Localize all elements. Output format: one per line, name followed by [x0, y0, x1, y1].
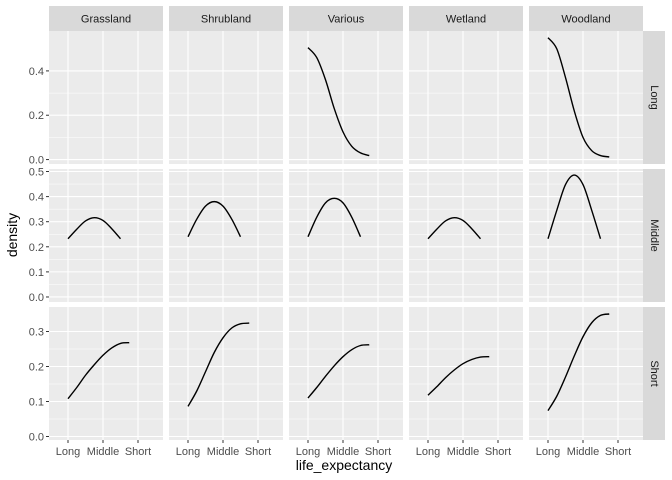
density-line-long-woodland: [547, 37, 610, 158]
panel-short-wetland: [409, 307, 523, 440]
panel-middle-woodland: [529, 169, 643, 302]
y-tick-label: 0.5: [29, 167, 44, 179]
density-line-middle-various: [307, 197, 362, 238]
panel-long-wetland: [409, 31, 523, 164]
panel-background: [289, 307, 403, 440]
x-tick-label: Short: [485, 446, 511, 458]
column-strip-various: [289, 6, 403, 31]
column-strip-label: Various: [328, 14, 365, 26]
row-strip-label: Middle: [648, 219, 660, 251]
y-tick-label: 0.2: [29, 362, 44, 374]
x-tick-label: Middle: [87, 446, 119, 458]
density-line-middle-grassland: [67, 216, 122, 240]
column-strip-grassland: [49, 6, 163, 31]
panel-long-woodland: [529, 31, 643, 164]
row-strip-long: [643, 31, 665, 164]
x-tick-label: Middle: [327, 446, 359, 458]
panel-background: [49, 31, 163, 164]
panel-background: [169, 307, 283, 440]
panel-middle-various: [289, 169, 403, 302]
panel-background: [289, 31, 403, 164]
panel-middle-wetland: [409, 169, 523, 302]
y-tick-label: 0.4: [29, 66, 44, 78]
panel-background: [409, 169, 523, 302]
x-tick-label: Short: [125, 446, 151, 458]
y-axis-title: density: [4, 213, 20, 257]
x-tick-label: Long: [296, 446, 320, 458]
x-tick-label: Long: [56, 446, 80, 458]
density-line-short-various: [307, 344, 370, 399]
panel-background: [169, 169, 283, 302]
panel-background: [49, 169, 163, 302]
panel-long-shrubland: [169, 31, 283, 164]
panel-background: [409, 307, 523, 440]
panel-middle-shrubland: [169, 169, 283, 302]
panels-layer: [49, 31, 643, 440]
density-line-middle-woodland: [547, 174, 602, 239]
y-tick-label: 0.0: [29, 432, 44, 444]
panel-short-shrubland: [169, 307, 283, 440]
panel-background: [529, 169, 643, 302]
y-tick-label: 0.1: [29, 267, 44, 279]
column-strip-label: Grassland: [81, 14, 131, 26]
panel-short-grassland: [49, 307, 163, 440]
density-line-short-shrubland: [187, 322, 250, 407]
row-strip-short: [643, 307, 665, 440]
density-line-middle-wetland: [427, 216, 482, 240]
row-strip-label: Short: [648, 360, 660, 386]
column-strip-woodland: [529, 6, 643, 31]
y-tick-label: 0.2: [29, 242, 44, 254]
row-strip-label: Long: [648, 85, 660, 109]
x-tick-label: Long: [176, 446, 200, 458]
x-tick-label: Middle: [447, 446, 479, 458]
y-tick-label: 0.3: [29, 327, 44, 339]
strips-layer: Grassland Shrubland Various Wetland Woodland…: [49, 6, 665, 440]
density-line-middle-shrubland: [187, 200, 242, 238]
column-strip-shrubland: [169, 6, 283, 31]
row-strip-middle: [643, 169, 665, 302]
y-tick-label: 0.1: [29, 397, 44, 409]
panel-short-various: [289, 307, 403, 440]
panel-long-grassland: [49, 31, 163, 164]
panel-background: [169, 31, 283, 164]
density-line-long-various: [307, 47, 370, 157]
x-tick-label: Short: [365, 446, 391, 458]
column-strip-wetland: [409, 6, 523, 31]
density-line-short-wetland: [427, 356, 490, 396]
y-tick-label: 0.0: [29, 292, 44, 304]
x-tick-label: Long: [536, 446, 560, 458]
y-tick-label: 0.4: [29, 192, 44, 204]
panel-middle-grassland: [49, 169, 163, 302]
axes-layer: 0.00.20.40.00.10.20.30.40.50.00.10.20.3L…: [29, 66, 631, 458]
y-tick-label: 0.0: [29, 155, 44, 167]
x-tick-label: Long: [416, 446, 440, 458]
density-line-short-grassland: [67, 342, 130, 400]
y-tick-label: 0.2: [29, 110, 44, 122]
panel-short-woodland: [529, 307, 643, 440]
panel-long-various: [289, 31, 403, 164]
x-tick-label: Short: [605, 446, 631, 458]
column-strip-label: Woodland: [561, 14, 610, 26]
panel-background: [49, 307, 163, 440]
panel-background: [529, 307, 643, 440]
x-tick-label: Middle: [207, 446, 239, 458]
x-tick-label: Short: [245, 446, 271, 458]
panel-background: [409, 31, 523, 164]
x-tick-label: Middle: [567, 446, 599, 458]
density-line-short-woodland: [547, 313, 610, 411]
panel-background: [289, 169, 403, 302]
column-strip-label: Shrubland: [201, 14, 251, 26]
x-axis-title: life_expectancy: [296, 457, 393, 473]
column-strip-label: Wetland: [446, 14, 486, 26]
y-tick-label: 0.3: [29, 217, 44, 229]
